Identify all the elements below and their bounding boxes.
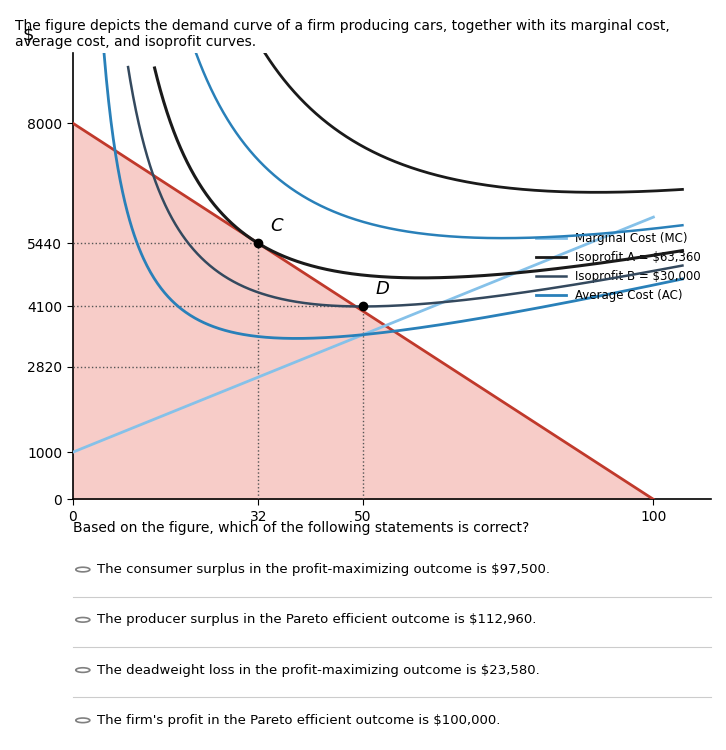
- Text: The firm's profit in the Pareto efficient outcome is $100,000.: The firm's profit in the Pareto efficien…: [97, 714, 500, 727]
- Text: The consumer surplus in the profit-maximizing outcome is $97,500.: The consumer surplus in the profit-maxim…: [97, 563, 550, 576]
- Legend: Marginal Cost (MC), Isoprofit A = $63,360, Isoprofit B = $30,000, Average Cost (: Marginal Cost (MC), Isoprofit A = $63,36…: [531, 227, 706, 307]
- Text: $C$: $C$: [270, 217, 285, 236]
- Text: The deadweight loss in the profit-maximizing outcome is $23,580.: The deadweight loss in the profit-maximi…: [97, 664, 539, 676]
- Text: The figure depicts the demand curve of a firm producing cars, together with its : The figure depicts the demand curve of a…: [15, 19, 669, 49]
- Text: $D$: $D$: [375, 280, 390, 298]
- Text: The producer surplus in the Pareto efficient outcome is $112,960.: The producer surplus in the Pareto effic…: [97, 614, 537, 626]
- Y-axis label: $: $: [22, 26, 33, 44]
- Text: Based on the figure, which of the following statements is correct?: Based on the figure, which of the follow…: [73, 521, 529, 536]
